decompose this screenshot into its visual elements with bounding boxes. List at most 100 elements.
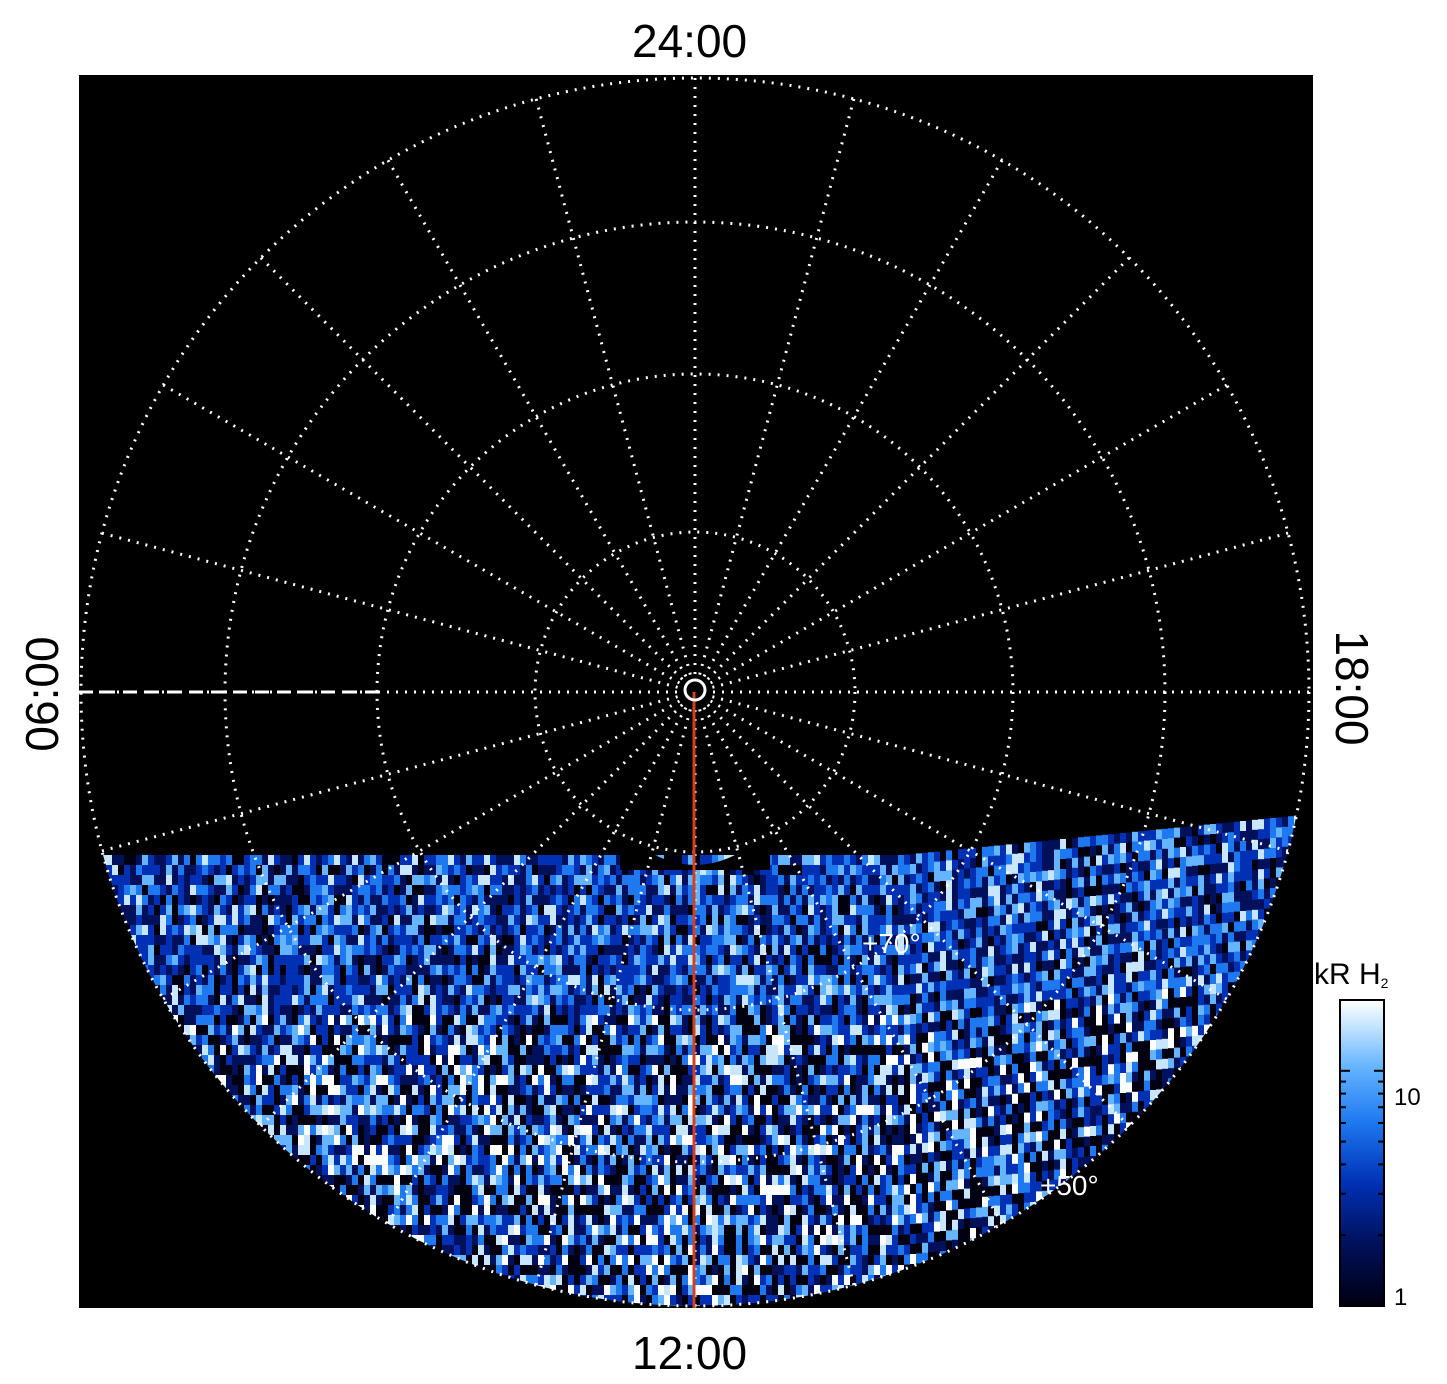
emission-cell [448,1245,454,1261]
emission-cell [448,1135,454,1145]
emission-cell [592,1195,598,1210]
emission-cell [364,1095,370,1106]
emission-cell [718,1165,724,1175]
emission-cell [556,1165,562,1181]
emission-cell [130,905,136,916]
emission-cell [388,1105,394,1120]
emission-cell [382,1165,388,1182]
emission-cell [406,1205,412,1215]
emission-cell [310,975,316,992]
emission-cell [712,1235,718,1245]
emission-cell [262,885,268,903]
emission-cell [400,1075,406,1089]
emission-cell [562,1025,568,1038]
emission-cell [730,1245,736,1256]
emission-cell [538,1215,544,1230]
emission-cell [382,965,388,975]
emission-cell [394,1205,400,1218]
emission-cell [628,1275,634,1286]
emission-cell [526,945,532,955]
emission-cell [418,895,424,913]
emission-cell [562,1195,568,1209]
emission-cell [598,995,604,1013]
emission-cell [334,1135,340,1150]
emission-cell [460,855,466,871]
emission-cell [280,895,286,908]
emission-cell [658,1145,664,1155]
emission-cell [430,1105,436,1124]
emission-cell [460,965,466,975]
emission-cell [298,1015,304,1026]
emission-cell [358,1185,364,1203]
emission-cell [568,1175,574,1191]
emission-cell [316,1085,322,1103]
emission-cell [598,1085,604,1096]
emission-cell [322,1125,328,1137]
emission-cell [448,1115,454,1126]
emission-cell [160,955,166,971]
emission-cell [598,1225,604,1242]
emission-cell [358,1075,364,1093]
emission-cell [298,1125,304,1142]
emission-cell [376,1045,382,1057]
emission-cell [358,1145,364,1162]
emission-cell [538,995,544,1011]
emission-cell [556,1155,562,1173]
emission-cell [268,935,274,949]
emission-cell [520,1255,526,1274]
emission-cell [382,1175,388,1186]
emission-cell [232,865,238,884]
emission-cell [592,1245,598,1264]
emission-cell [478,1005,484,1022]
emission-cell [184,1025,190,1036]
emission-cell [370,1195,376,1214]
emission-cell [286,875,292,890]
emission-cell [514,1225,520,1236]
emission-cell [460,1165,466,1184]
emission-cell [544,1155,550,1173]
emission-cell [700,1075,706,1085]
emission-cell [532,1255,538,1272]
emission-cell [412,1215,418,1231]
emission-cell [436,1005,442,1018]
emission-cell [346,1135,352,1147]
emission-cell [574,1265,580,1281]
emission-cell [376,1145,382,1155]
emission-cell [658,1095,664,1105]
emission-cell [508,1025,514,1041]
emission-cell [388,1085,394,1103]
emission-cell [484,1185,490,1199]
emission-cell [310,1155,316,1172]
emission-cell [532,1095,538,1111]
emission-cell [478,1255,484,1269]
emission-cell [544,1215,550,1230]
emission-cell [556,1275,562,1290]
emission-cell [268,1085,274,1098]
emission-cell [520,985,526,1003]
emission-cell [442,1055,448,1074]
emission-cell [556,1035,562,1047]
emission-cell [382,1045,388,1055]
emission-cell [442,1115,448,1133]
emission-cell [538,1005,544,1019]
emission-cell [448,945,454,956]
emission-cell [592,1005,598,1016]
emission-cell [742,965,748,975]
emission-cell [628,1195,634,1205]
emission-cell [556,905,562,917]
emission-cell [292,1125,298,1135]
emission-cell [406,1155,412,1171]
emission-cell [520,1015,526,1033]
emission-cell [274,995,280,1014]
emission-cell [232,995,238,1005]
emission-cell [208,885,214,897]
emission-cell [370,1075,376,1092]
emission-cell [478,1075,484,1089]
emission-cell [238,1075,244,1089]
emission-cell [406,1165,412,1175]
emission-cell [514,1125,520,1143]
emission-cell [328,1175,334,1185]
emission-cell [412,935,418,946]
emission-cell [676,1295,682,1306]
emission-cell [412,1085,418,1100]
